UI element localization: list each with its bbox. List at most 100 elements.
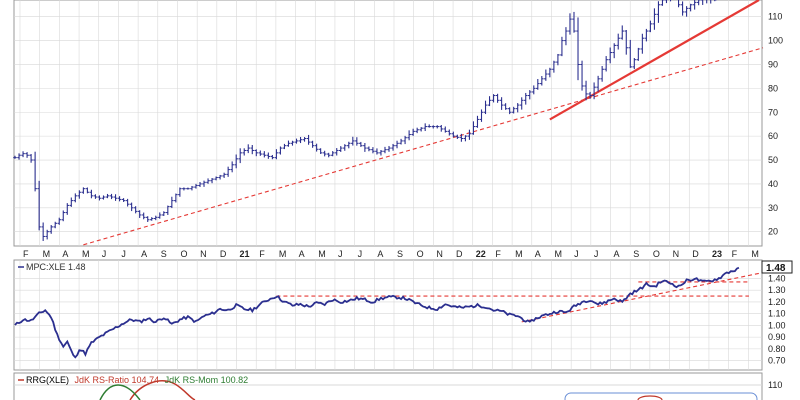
price-bar bbox=[137, 210, 142, 218]
price-bar bbox=[65, 203, 70, 215]
month-tick-label: M bbox=[554, 249, 562, 259]
month-tick-label: M bbox=[318, 249, 326, 259]
price-bar bbox=[81, 187, 86, 194]
price-bar bbox=[117, 196, 122, 202]
price-bar bbox=[499, 97, 504, 110]
price-bar bbox=[656, 1, 661, 23]
price-bar bbox=[568, 13, 572, 35]
price-bar bbox=[556, 53, 560, 66]
price-bar bbox=[190, 185, 194, 191]
month-tick-label: S bbox=[397, 249, 403, 259]
price-bar bbox=[415, 127, 419, 134]
month-tick-label: M bbox=[43, 249, 51, 259]
price-trendline bbox=[83, 47, 764, 246]
price-bar bbox=[210, 178, 214, 184]
price-bar bbox=[451, 131, 456, 138]
price-y-tick-label: 60 bbox=[768, 131, 778, 141]
price-bar bbox=[330, 151, 335, 157]
price-bar bbox=[234, 154, 238, 169]
price-bar bbox=[238, 148, 243, 164]
price-bar bbox=[346, 141, 351, 149]
price-bar bbox=[600, 66, 604, 82]
month-tick-label: J bbox=[121, 249, 126, 259]
price-bar bbox=[242, 148, 247, 156]
price-bar bbox=[588, 91, 592, 99]
price-gridlines bbox=[14, 0, 762, 246]
price-bar bbox=[53, 221, 58, 229]
ratio-last-value-badge: 1.48 bbox=[761, 260, 793, 274]
price-bar bbox=[162, 211, 166, 216]
ratio-trendline bbox=[521, 272, 764, 323]
price-bar bbox=[294, 138, 299, 144]
price-y-tick-label: 90 bbox=[768, 59, 778, 69]
price-bar bbox=[620, 25, 625, 40]
price-bar bbox=[57, 217, 62, 225]
price-bar bbox=[531, 85, 536, 95]
ratio-gridlines bbox=[14, 260, 762, 370]
price-bar bbox=[274, 149, 279, 160]
price-bar bbox=[105, 193, 110, 199]
price-bar bbox=[608, 47, 612, 64]
price-bar bbox=[411, 128, 415, 136]
price-bar bbox=[141, 212, 146, 220]
price-bar bbox=[560, 36, 564, 57]
price-bar bbox=[178, 187, 182, 197]
price-bar bbox=[206, 178, 210, 184]
price-bar bbox=[459, 133, 464, 142]
price-bar bbox=[310, 140, 315, 148]
month-tick-label: J bbox=[574, 249, 579, 259]
price-bar bbox=[322, 150, 327, 157]
month-tick-label: A bbox=[535, 249, 541, 259]
price-bar bbox=[519, 97, 524, 110]
price-bar bbox=[29, 154, 33, 163]
rrg-panel: 110 RRG(XLE) JdK RS-Ratio 104.74 JdK RS-… bbox=[13, 372, 782, 400]
price-trendlines bbox=[83, 0, 764, 246]
month-tick-label: M bbox=[515, 249, 523, 259]
price-bar bbox=[262, 151, 267, 158]
price-bar bbox=[463, 135, 468, 142]
price-y-tick-label: 100 bbox=[768, 36, 783, 46]
price-bar bbox=[680, 1, 685, 16]
price-bar bbox=[678, 0, 681, 8]
price-bar bbox=[427, 124, 432, 128]
price-bars bbox=[13, 0, 717, 241]
price-bar bbox=[507, 107, 512, 115]
price-bar bbox=[97, 195, 102, 201]
price-bar bbox=[479, 109, 484, 122]
month-tick-label: J bbox=[358, 249, 363, 259]
price-bar bbox=[604, 56, 608, 72]
month-tick-label: D bbox=[692, 249, 699, 259]
price-bar bbox=[491, 94, 496, 103]
price-bar bbox=[576, 17, 580, 81]
price-bar bbox=[544, 69, 548, 81]
price-bar bbox=[527, 90, 532, 100]
month-tick-label: J bbox=[338, 249, 343, 259]
price-bar bbox=[149, 217, 154, 221]
price-y-tick-label: 70 bbox=[768, 107, 778, 117]
ratio-y-tick-label: 1.10 bbox=[768, 309, 786, 319]
month-tick-label: J bbox=[102, 249, 107, 259]
price-bar bbox=[367, 146, 371, 152]
price-bar bbox=[467, 129, 472, 140]
rrg-legend-box bbox=[564, 392, 758, 400]
rrg-ratio-curve bbox=[129, 380, 196, 400]
price-bar bbox=[125, 198, 130, 207]
price-bar bbox=[636, 47, 641, 61]
month-tick-label: M bbox=[279, 249, 287, 259]
rrg-legend: RRG(XLE) JdK RS-Ratio 104.74 JdK RS-Mom … bbox=[18, 375, 248, 385]
month-tick-label: S bbox=[161, 249, 167, 259]
month-tick-label: F bbox=[23, 249, 29, 259]
month-tick-label: 21 bbox=[240, 249, 250, 259]
price-bar bbox=[93, 194, 98, 199]
month-tick-label: A bbox=[141, 249, 147, 259]
price-bar bbox=[77, 190, 82, 199]
ratio-y-tick-label: 0.70 bbox=[768, 356, 786, 366]
price-bar bbox=[266, 152, 271, 159]
price-bar bbox=[355, 137, 359, 146]
ratio-series-line bbox=[14, 266, 740, 359]
month-tick-label: A bbox=[614, 249, 620, 259]
price-bar bbox=[290, 140, 295, 146]
price-bar bbox=[334, 148, 339, 156]
price-bar bbox=[133, 206, 138, 214]
